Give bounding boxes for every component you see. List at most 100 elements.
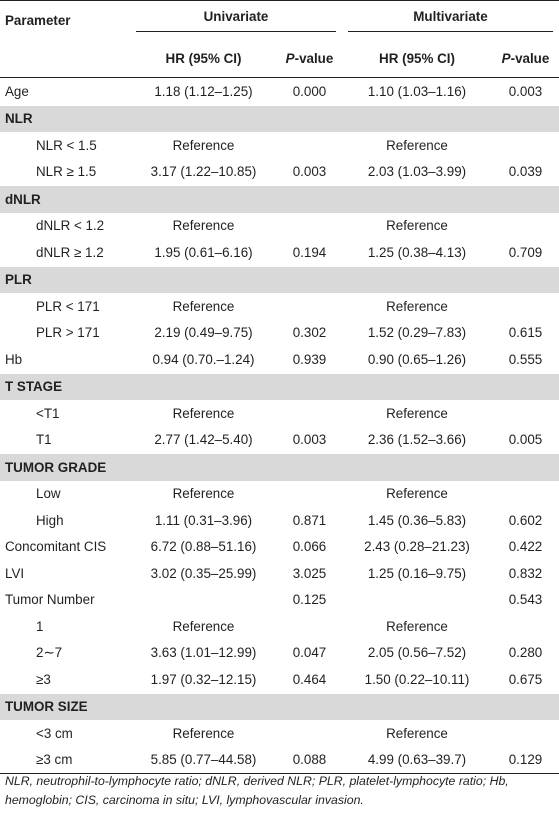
univariate-p-cell: 0.003	[292, 432, 327, 448]
univariate-p-cell	[277, 481, 342, 508]
univariate-p-cell: 0.464	[292, 671, 327, 687]
table-body: Age 1.18 (1.12–1.25) 0.000 1.10 (1.03–1.16)…	[0, 78, 559, 774]
table-row: dNLR < 1.2 Reference Reference	[0, 213, 559, 240]
univariate-hr-cell: 6.72 (0.88–51.16)	[150, 539, 257, 555]
multivariate-p-cell: 0.709	[508, 244, 543, 260]
multivariate-hr-cell: 1.25 (0.16–9.75)	[367, 565, 467, 581]
parameter-cell: Hb	[5, 351, 23, 367]
multivariate-hr-cell: 4.99 (0.63–39.7)	[367, 752, 467, 768]
univariate-hr-header: HR (95% CI)	[165, 50, 242, 66]
univariate-hr-cell: 1.95 (0.61–6.16)	[154, 244, 253, 260]
table-row: <3 cm Reference Reference	[0, 720, 559, 747]
multivariate-hr-cell: Reference	[386, 218, 448, 234]
parameter-cell: T1	[36, 432, 52, 448]
parameter-cell: PLR > 171	[36, 325, 100, 341]
parameter-cell: dNLR < 1.2	[36, 218, 105, 234]
multivariate-p-cell: 0.005	[508, 432, 543, 448]
multivariate-hr-cell: Reference	[386, 137, 448, 153]
parameter-cell: 2∼7	[36, 644, 63, 660]
multivariate-p-cell: 0.675	[508, 671, 543, 687]
parameter-cell: Low	[36, 486, 61, 502]
univariate-hr-cell: Reference	[172, 725, 235, 741]
table-row: PLR < 171 Reference Reference	[0, 293, 559, 320]
table-row: Age 1.18 (1.12–1.25) 0.000 1.10 (1.03–1.16)…	[0, 78, 559, 106]
multivariate-hr-cell: 2.36 (1.52–3.66)	[367, 432, 467, 448]
table-row: Tumor Number 0.125 0.543	[0, 587, 559, 614]
section-row: T STAGE	[0, 372, 559, 400]
parameter-cell: NLR ≥ 1.5	[36, 164, 97, 180]
multivariate-hr-cell: 0.90 (0.65–1.26)	[367, 351, 467, 367]
parameter-cell: <T1	[36, 405, 60, 421]
parameter-cell: Age	[5, 83, 29, 99]
section-row: dNLR	[0, 185, 559, 213]
univariate-hr-cell: 3.17 (1.22–10.85)	[150, 164, 257, 180]
univariate-hr-cell: Reference	[172, 218, 235, 234]
parameter-cell: Tumor Number	[5, 592, 95, 608]
multivariate-p-cell	[492, 613, 559, 640]
section-label: dNLR	[0, 185, 559, 213]
univariate-hr-cell: Reference	[172, 486, 235, 502]
univariate-p-cell	[277, 613, 342, 640]
parameter-cell: ≥3 cm	[36, 752, 73, 768]
section-row: TUMOR SIZE	[0, 692, 559, 720]
hazard-ratio-table: Parameter Univariate Multivariate HR (95…	[0, 0, 559, 774]
univariate-hr-cell: Reference	[172, 618, 235, 634]
section-row: TUMOR GRADE	[0, 453, 559, 481]
multivariate-p-cell: 0.602	[508, 512, 543, 528]
univariate-p-cell: 3.025	[292, 565, 327, 581]
multivariate-p-cell	[492, 400, 559, 427]
univariate-p-cell	[277, 400, 342, 427]
multivariate-p-cell	[492, 481, 559, 508]
table-row: NLR ≥ 1.5 3.17 (1.22–10.85) 0.003 2.03 (1.0…	[0, 159, 559, 186]
univariate-hr-cell	[130, 587, 277, 614]
table-row: Concomitant CIS 6.72 (0.88–51.16) 0.066 2.4…	[0, 534, 559, 561]
univariate-hr-cell: 2.77 (1.42–5.40)	[154, 432, 253, 448]
section-row: PLR	[0, 265, 559, 293]
univariate-p-header: P-value	[285, 50, 334, 66]
univariate-hr-cell: Reference	[172, 137, 235, 153]
univariate-hr-cell: 5.85 (0.77–44.58)	[150, 752, 257, 768]
univariate-hr-cell: 1.18 (1.12–1.25)	[154, 83, 253, 99]
table-row: <T1 Reference Reference	[0, 400, 559, 427]
univariate-p-cell: 0.047	[292, 645, 327, 661]
univariate-hr-cell: Reference	[172, 405, 235, 421]
parameter-cell: LVI	[5, 565, 25, 581]
univariate-p-cell	[277, 720, 342, 747]
multivariate-header: Multivariate	[348, 9, 553, 32]
multivariate-hr-cell: 1.25 (0.38–4.13)	[367, 244, 467, 260]
multivariate-p-cell: 0.129	[508, 752, 543, 768]
multivariate-hr-cell	[342, 587, 492, 614]
table-row: Low Reference Reference	[0, 481, 559, 508]
multivariate-hr-cell: Reference	[386, 405, 448, 421]
univariate-p-cell: 0.000	[292, 83, 327, 99]
univariate-p-cell	[277, 132, 342, 159]
multivariate-hr-header: HR (95% CI)	[379, 50, 455, 66]
table-row: ≥3 cm 5.85 (0.77–44.58) 0.088 4.99 (0.63–39…	[0, 747, 559, 774]
parameter-cell: <3 cm	[36, 725, 73, 741]
univariate-hr-cell: 2.19 (0.49–9.75)	[154, 325, 253, 341]
parameter-cell: NLR < 1.5	[36, 137, 97, 153]
multivariate-p-cell: 0.543	[508, 592, 543, 608]
table-row: Hb 0.94 (0.70.–1.24) 0.939 0.90 (0.65–1.26)…	[0, 346, 559, 373]
table-row: ≥3 1.97 (0.32–12.15) 0.464 1.50 (0.22–10.11…	[0, 666, 559, 693]
univariate-group: Univariate	[130, 1, 342, 40]
table-row: T1 2.77 (1.42–5.40) 0.003 2.36 (1.52–3.66) 0…	[0, 427, 559, 454]
multivariate-hr-cell: 1.50 (0.22–10.11)	[364, 671, 470, 687]
multivariate-hr-cell: 2.43 (0.28–21.23)	[364, 539, 470, 555]
table-row: High 1.11 (0.31–3.96) 0.871 1.45 (0.36–5.83…	[0, 507, 559, 534]
multivariate-group: Multivariate	[342, 1, 559, 40]
header-row-columns: HR (95% CI) P-value HR (95% CI) P-value	[0, 39, 559, 78]
univariate-header: Univariate	[136, 9, 336, 32]
section-label: T STAGE	[0, 372, 559, 400]
univariate-p-cell: 0.939	[292, 351, 327, 367]
multivariate-p-cell: 0.555	[508, 351, 543, 367]
multivariate-hr-cell: 2.03 (1.03–3.99)	[367, 164, 467, 180]
multivariate-p-header: P-value	[501, 50, 550, 66]
multivariate-p-cell	[492, 720, 559, 747]
multivariate-p-cell: 0.422	[508, 539, 543, 555]
parameter-cell: PLR < 171	[36, 298, 100, 314]
parameter-header: Parameter	[5, 12, 71, 28]
multivariate-p-cell: 0.615	[508, 325, 543, 341]
parameter-cell: ≥3	[36, 671, 51, 687]
univariate-p-cell	[277, 293, 342, 320]
